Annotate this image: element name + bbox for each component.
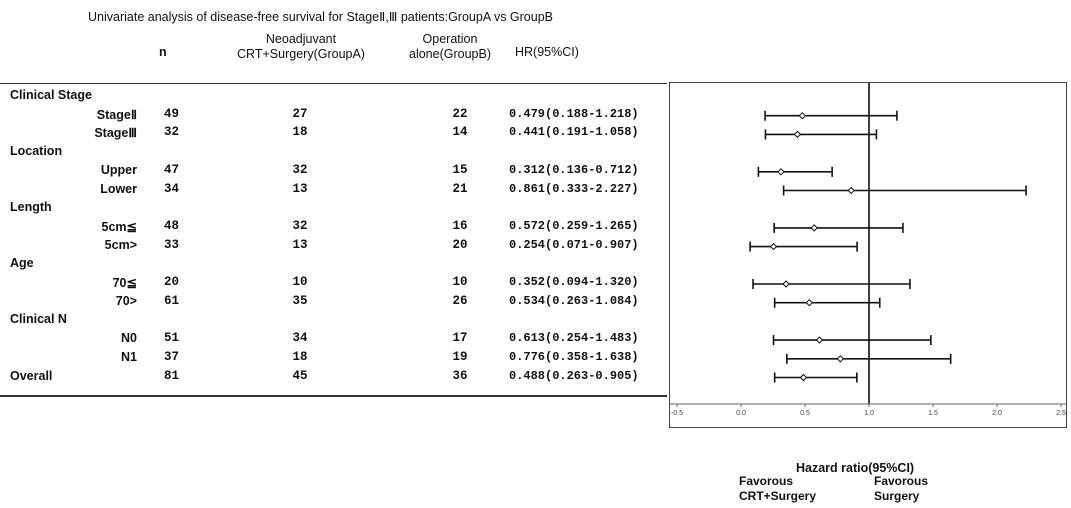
cell-group-b: 26 (452, 293, 468, 308)
cell-n: 51 (164, 331, 180, 346)
cell-n: 48 (164, 218, 180, 233)
group-label: Clinical Stage (10, 88, 92, 102)
cell-hr: 0.613(0.254-1.483) (509, 331, 639, 346)
cell-n: 33 (164, 237, 180, 252)
group-label: Age (10, 256, 34, 271)
cell-group-b: 16 (452, 218, 468, 233)
header-group-a: Neoadjuvant CRT+Surgery(GroupA) (216, 32, 386, 62)
x-tick-label: 2.0 (992, 410, 1002, 417)
cell-group-a: 34 (292, 331, 308, 346)
hr-point (793, 130, 802, 139)
header-hr: HR(95%CI) (515, 45, 579, 59)
favours-left: Favorous CRT+Surgery (739, 474, 816, 504)
cell-group-a: 13 (292, 181, 308, 196)
cell-group-a: 13 (292, 237, 308, 252)
header-group-a-line1: Neoadjuvant (265, 32, 337, 46)
favours-left-line1: Favorous (739, 474, 794, 488)
cell-hr: 0.776(0.358-1.638) (509, 349, 639, 364)
x-tick-label: 0.0 (736, 410, 746, 417)
subgroup-label: 5cm≦ (101, 219, 138, 234)
cell-group-a: 10 (292, 275, 308, 289)
cell-hr: 0.352(0.094-1.320) (509, 275, 639, 289)
subgroup-label: 70≦ (112, 276, 137, 290)
cell-n: 47 (164, 162, 180, 177)
header-rule (0, 83, 667, 84)
header-group-b-line2: alone(GroupB) (409, 47, 491, 61)
cell-group-a: 32 (292, 162, 308, 177)
cell-n: 32 (164, 125, 180, 140)
hr-point (777, 168, 785, 176)
cell-hr: 0.254(0.071-0.907) (509, 237, 639, 252)
hr-point (815, 336, 824, 344)
x-tick-label: 0.5 (800, 410, 810, 417)
cell-group-a: 27 (292, 106, 308, 121)
cell-group-b: 20 (452, 237, 468, 252)
cell-hr: 0.488(0.263-0.905) (509, 368, 639, 383)
cell-group-a: 45 (292, 368, 308, 383)
favours-left-line2: CRT+Surgery (739, 489, 817, 503)
cell-group-b: 10 (452, 275, 468, 289)
cell-group-b: 19 (452, 349, 468, 364)
hr-point (810, 224, 818, 232)
overall-label: Overall (10, 368, 53, 383)
cell-hr: 0.861(0.333-2.227) (509, 181, 639, 196)
cell-group-b: 15 (452, 162, 468, 177)
forest-plot-frame (669, 82, 1067, 428)
cell-hr: 0.534(0.263-1.084) (509, 293, 639, 308)
subgroup-label: 70> (115, 293, 137, 308)
cell-group-b: 22 (452, 106, 468, 121)
favours-right-line2: Surgery (874, 489, 920, 503)
cell-n: 49 (164, 106, 180, 121)
favours-right-line1: Favorous (874, 474, 929, 488)
group-label: Location (10, 144, 63, 159)
hr-point (769, 242, 778, 251)
hr-point (836, 355, 845, 363)
cell-group-a: 18 (292, 125, 308, 140)
x-axis-label: Hazard ratio(95%CI) (796, 461, 915, 475)
cell-group-a: 32 (292, 218, 308, 233)
header-group-a-line2: CRT+Surgery(GroupA) (237, 47, 365, 61)
subgroup-label: N0 (121, 331, 137, 346)
cell-n: 34 (164, 181, 180, 196)
hr-point (805, 298, 814, 307)
cell-group-b: 36 (452, 368, 468, 383)
header-group-b: Operation alone(GroupB) (390, 32, 510, 62)
hr-point (847, 186, 855, 195)
subgroup-label: Upper (100, 162, 137, 177)
table-title: Univariate analysis of disease-free surv… (88, 10, 553, 24)
cell-group-a: 35 (292, 293, 308, 308)
cell-group-b: 17 (452, 331, 468, 346)
cell-hr: 0.479(0.188-1.218) (509, 106, 639, 121)
group-label: Length (10, 200, 52, 215)
x-tick-label: 2.5 (1056, 410, 1066, 417)
subgroup-label: StageⅢ (94, 126, 137, 141)
cell-hr: 0.312(0.136-0.712) (509, 162, 639, 177)
cell-hr: 0.572(0.259-1.265) (509, 218, 639, 233)
subgroup-label: 5cm> (104, 237, 137, 252)
x-tick-label: -0.5 (671, 410, 683, 417)
subgroup-label: Lower (100, 181, 137, 196)
header-group-b-line1: Operation (422, 32, 478, 46)
subgroup-label: N1 (121, 349, 137, 364)
cell-group-b: 14 (452, 125, 468, 140)
cell-group-a: 18 (292, 349, 308, 364)
hr-point (782, 280, 790, 288)
x-tick-label: 1.5 (928, 410, 938, 417)
favours-right: Favorous Surgery (874, 474, 928, 504)
cell-group-b: 21 (452, 181, 468, 196)
cell-hr: 0.441(0.191-1.058) (509, 125, 639, 140)
header-n: n (159, 45, 167, 59)
subgroup-label: StageⅡ (96, 107, 137, 122)
footer-rule (0, 395, 667, 397)
cell-n: 61 (164, 293, 180, 308)
hr-point (799, 373, 808, 382)
x-tick-label: 1.0 (864, 410, 874, 417)
cell-n: 81 (164, 368, 180, 383)
group-label: Clinical N (10, 312, 67, 327)
cell-n: 20 (164, 275, 180, 289)
cell-n: 37 (164, 349, 180, 364)
hr-point (798, 111, 807, 120)
forest-plot: -0.5 0.0 0.5 1.0 1.5 2.0 2.5 (669, 83, 1067, 417)
